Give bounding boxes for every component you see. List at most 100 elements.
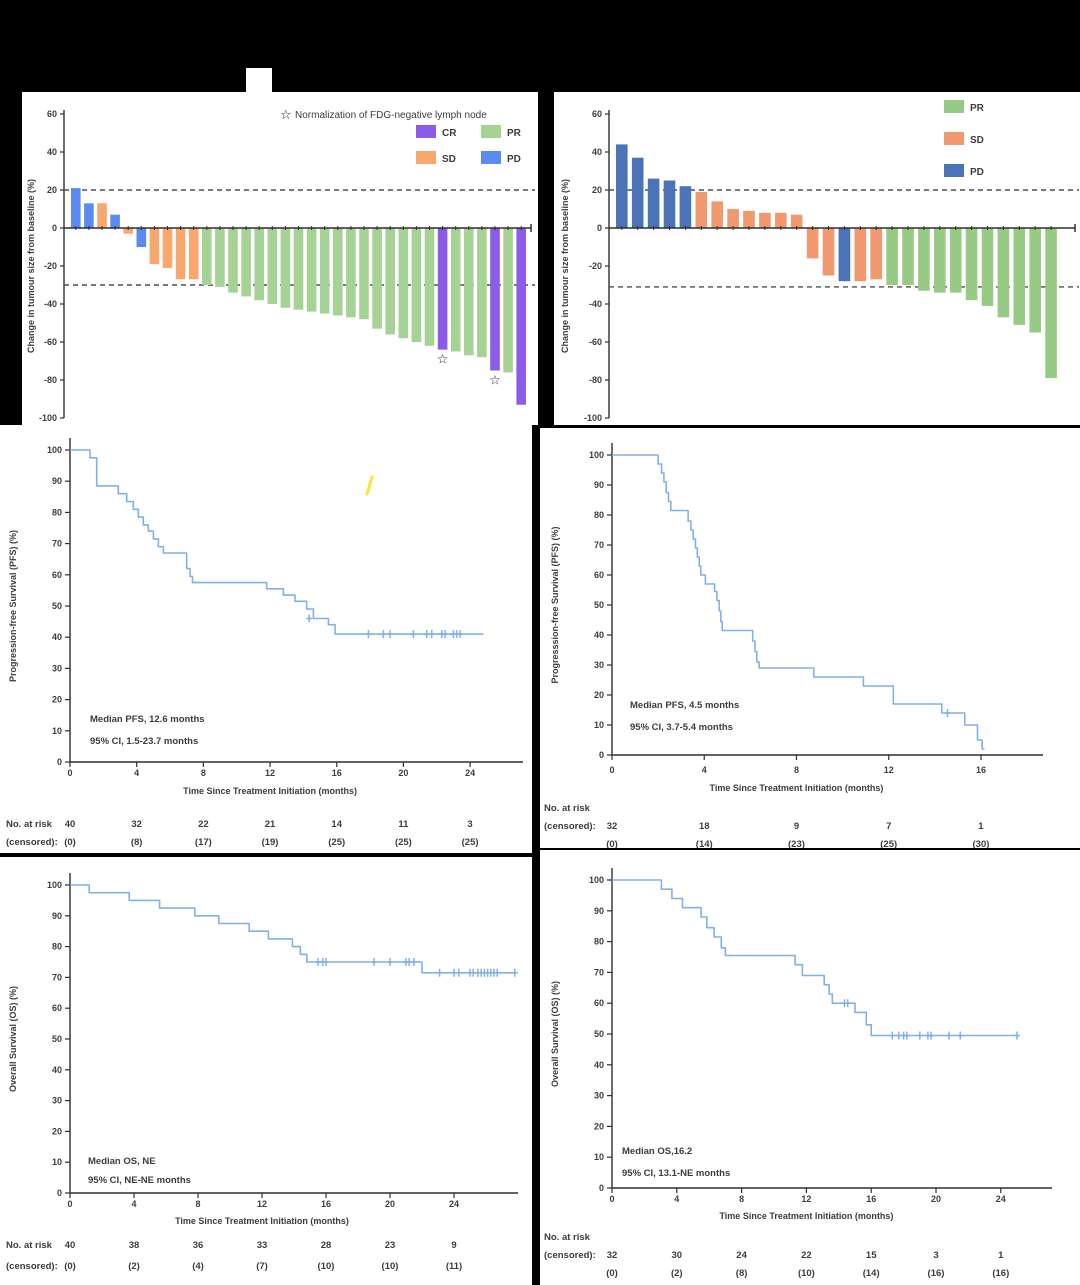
y-tick-label: 0 xyxy=(52,223,57,233)
y-axis-label: Change in tumour size from baseline (%) xyxy=(26,179,36,353)
waterfall-a: 60 40 20 0 -20 -40 -60 -80 -100 Change in tumour … xyxy=(26,108,535,423)
y-tick-label: -100 xyxy=(584,413,602,423)
y-tick-label: 50 xyxy=(52,601,62,611)
y-axis-label: Overall Survival (OS) (%) xyxy=(550,981,560,1087)
waterfall-bar-SD xyxy=(711,201,723,228)
risk-count: 38 xyxy=(129,1240,140,1251)
x-tick-label: 16 xyxy=(332,768,342,778)
x-tick-label: 24 xyxy=(465,768,475,778)
waterfall-bar-PR xyxy=(1029,228,1041,333)
censored-count: (7) xyxy=(256,1261,268,1272)
waterfall-bar-PD xyxy=(838,228,851,282)
km-os-panel-b: 0 10 20 30 40 50 60 70 80 90 100 0 4 8 12 16 20 24 Overall… xyxy=(540,850,1080,1285)
star-icon: ☆ xyxy=(280,108,292,123)
x-tick-label: 20 xyxy=(931,1194,941,1204)
y-tick-label: -80 xyxy=(589,375,602,385)
star-icon: ☆ xyxy=(437,353,449,368)
waterfall-bar-SD xyxy=(870,228,882,280)
km-curve xyxy=(70,884,517,974)
y-tick-label: 70 xyxy=(594,967,604,977)
y-tick-label: 80 xyxy=(52,507,62,517)
y-tick-label: -40 xyxy=(44,299,57,309)
waterfall-bar-PR xyxy=(981,228,994,306)
waterfall-bar-PR xyxy=(254,228,264,301)
risk-count: 3 xyxy=(933,1250,938,1261)
waterfall-bar-PR xyxy=(293,228,304,310)
y-axis-label: Progresssion-free Survival (PFS) (%) xyxy=(550,526,560,683)
x-tick-label: 12 xyxy=(265,768,275,778)
y-tick-label: 90 xyxy=(52,911,62,921)
risk-count: 14 xyxy=(331,819,342,830)
star-icon: ☆ xyxy=(489,374,501,389)
y-tick-label: 30 xyxy=(52,663,62,673)
legend-swatch-CR xyxy=(416,125,436,138)
y-tick-label: -20 xyxy=(44,261,57,271)
waterfall-bar-SD xyxy=(175,228,186,280)
y-tick-label: 30 xyxy=(594,1091,604,1101)
risk-row-label: No. at risk xyxy=(544,803,591,814)
waterfall-bar-PD xyxy=(663,180,676,228)
x-tick-label: 8 xyxy=(195,1199,200,1209)
legend-swatch-PR xyxy=(944,100,964,113)
censored-count: (0) xyxy=(606,1268,618,1279)
censored-count: (2) xyxy=(671,1268,683,1279)
waterfall-bar-SD xyxy=(727,209,739,228)
waterfall-panel-b: 60 40 20 0 -20 -40 -60 -80 -100 Change in tumour … xyxy=(554,92,1080,425)
x-axis-label: Time Since Treatment Initiation (months) xyxy=(175,1216,349,1226)
risk-count: 30 xyxy=(672,1250,683,1261)
risk-count: 32 xyxy=(607,1250,618,1261)
waterfall-bar-PR xyxy=(1045,228,1057,379)
y-tick-label: -20 xyxy=(589,261,602,271)
waterfall-bar-PR xyxy=(398,228,409,339)
waterfall-bar-PR xyxy=(280,228,291,308)
risk-count: 36 xyxy=(193,1240,204,1251)
km-pfs-b: 0 10 20 30 40 50 60 70 80 90 100 0 4 8 12 16 Progresssio… xyxy=(544,443,1043,850)
legend-swatch-PD xyxy=(481,151,501,164)
legend-label: PD xyxy=(507,154,521,165)
x-tick-label: 4 xyxy=(131,1199,136,1209)
censored-count: (8) xyxy=(131,837,143,848)
risk-count: 1 xyxy=(998,1250,1004,1261)
x-tick-label: 20 xyxy=(398,768,408,778)
waterfall-bar-PD xyxy=(616,144,628,228)
waterfall-bar-SD xyxy=(790,214,803,228)
y-tick-label: 50 xyxy=(52,1034,62,1044)
waterfall-bar-PD xyxy=(84,203,94,228)
waterfall-bar-PR xyxy=(241,228,251,297)
median-annotation: 95% CI, NE-NE months xyxy=(88,1175,191,1186)
x-tick-label: 24 xyxy=(449,1199,459,1209)
waterfall-bar-CR xyxy=(516,228,526,405)
waterfall-bar-PR xyxy=(477,228,487,358)
y-tick-label: 50 xyxy=(594,1029,604,1039)
legend-label: PR xyxy=(507,128,522,139)
waterfall-bar-PR xyxy=(411,228,422,342)
waterfall-bar-CR xyxy=(490,228,500,371)
y-tick-label: 10 xyxy=(52,1157,62,1167)
censored-count: (10) xyxy=(798,1268,815,1279)
y-tick-label: 20 xyxy=(594,690,604,700)
risk-count: 21 xyxy=(265,819,276,830)
y-tick-label: -60 xyxy=(589,337,602,347)
waterfall-bar-PR xyxy=(1013,228,1026,325)
y-tick-label: 0 xyxy=(57,1188,62,1198)
y-tick-label: 30 xyxy=(52,1096,62,1106)
y-tick-label: 80 xyxy=(594,937,604,947)
y-tick-label: 20 xyxy=(592,185,602,195)
waterfall-bar-SD xyxy=(806,228,819,259)
y-tick-label: 0 xyxy=(57,757,62,767)
waterfall-bar-PR xyxy=(215,228,225,287)
y-tick-label: 40 xyxy=(52,632,62,642)
waterfall-bar-CR xyxy=(437,228,448,350)
censored-count: (10) xyxy=(382,1261,399,1272)
x-tick-label: 8 xyxy=(739,1194,744,1204)
risk-count: 15 xyxy=(866,1250,877,1261)
km-pfs-panel-b: 0 10 20 30 40 50 60 70 80 90 100 0 4 8 12 16 Progresssio… xyxy=(540,428,1080,850)
y-tick-label: 10 xyxy=(594,1152,604,1162)
y-tick-label: 20 xyxy=(594,1121,604,1131)
x-tick-label: 8 xyxy=(201,768,206,778)
waterfall-bar-PD xyxy=(647,178,660,228)
waterfall-bar-PR xyxy=(997,228,1010,318)
median-annotation: Median OS,16.2 xyxy=(622,1146,692,1157)
x-axis-label: Time Since Treatment Initiation (months) xyxy=(710,783,884,793)
waterfall-bar-SD xyxy=(759,212,771,228)
